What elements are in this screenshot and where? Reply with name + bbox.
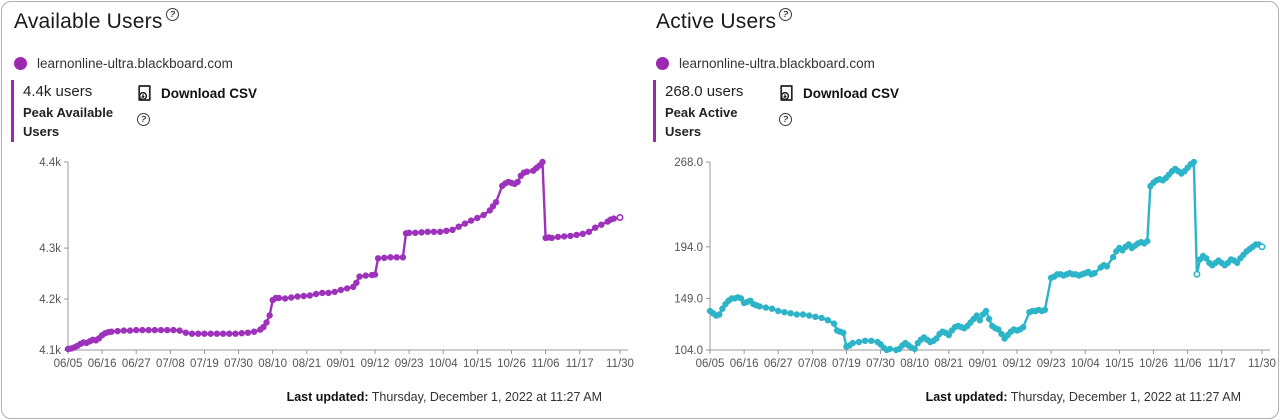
- active-users-panel: Active Users ? learnonline-ultra.blackbo…: [640, 2, 1278, 418]
- svg-text:10/04: 10/04: [429, 358, 458, 370]
- svg-text:09/01: 09/01: [327, 358, 356, 370]
- available-users-chart[interactable]: 4.4k 4.3k 4.2k 4.1k 06/05 06/16 06/27 07/08 07/1…: [10, 152, 640, 381]
- svg-text:4.3k: 4.3k: [39, 243, 61, 255]
- svg-text:06/05: 06/05: [54, 358, 83, 370]
- svg-text:268.0: 268.0: [674, 157, 703, 169]
- legend-item[interactable]: learnonline-ultra.blackboard.com: [14, 55, 640, 71]
- svg-text:07/08: 07/08: [798, 358, 827, 370]
- svg-text:10/26: 10/26: [497, 358, 526, 370]
- download-file-icon: [780, 85, 793, 101]
- svg-text:194.0: 194.0: [674, 242, 703, 254]
- svg-text:09/12: 09/12: [361, 358, 390, 370]
- peak-stat-value: 268.0 users: [665, 83, 744, 100]
- download-csv-label: Download CSV: [161, 85, 258, 101]
- download-csv-label: Download CSV: [803, 85, 900, 101]
- active-users-title-row: Active Users ?: [656, 6, 1278, 34]
- svg-text:11/17: 11/17: [1208, 358, 1236, 370]
- svg-text:11/30: 11/30: [1248, 358, 1276, 370]
- peak-stat-label: Peak Active Users: [665, 105, 738, 139]
- help-icon[interactable]: ?: [135, 111, 152, 128]
- svg-text:07/19: 07/19: [190, 358, 219, 370]
- legend-label: learnonline-ultra.blackboard.com: [679, 55, 875, 71]
- svg-text:4.1k: 4.1k: [39, 345, 61, 357]
- last-updated: Last updated: Thursday, December 1, 2022…: [286, 390, 602, 404]
- svg-text:09/12: 09/12: [1003, 358, 1032, 370]
- svg-text:06/05: 06/05: [696, 358, 725, 370]
- page-title: Available Users: [14, 10, 163, 33]
- svg-text:08/10: 08/10: [258, 358, 287, 370]
- peak-stat-value: 4.4k users: [23, 83, 93, 100]
- svg-text:09/23: 09/23: [395, 358, 424, 370]
- svg-text:06/16: 06/16: [730, 358, 759, 370]
- svg-text:10/15: 10/15: [463, 358, 492, 370]
- svg-text:104.0: 104.0: [674, 345, 703, 357]
- svg-text:10/26: 10/26: [1139, 358, 1168, 370]
- svg-text:09/01: 09/01: [969, 358, 998, 370]
- svg-text:4.2k: 4.2k: [39, 294, 61, 306]
- active-users-chart[interactable]: 268.0 194.0 149.0 104.0 06/05 06/16 06/27 07/08…: [652, 152, 1278, 381]
- svg-text:11/17: 11/17: [566, 358, 594, 370]
- legend-label: learnonline-ultra.blackboard.com: [37, 55, 233, 71]
- svg-text:09/23: 09/23: [1037, 358, 1066, 370]
- svg-text:11/06: 11/06: [1174, 358, 1202, 370]
- download-csv-button[interactable]: Download CSV: [136, 84, 257, 102]
- legend-item[interactable]: learnonline-ultra.blackboard.com: [656, 55, 1278, 71]
- svg-text:08/21: 08/21: [934, 358, 963, 370]
- peak-stat-block: 4.4k users Peak Available Users ? Downlo…: [11, 80, 640, 142]
- svg-text:11/30: 11/30: [606, 358, 634, 370]
- svg-text:07/08: 07/08: [156, 358, 185, 370]
- svg-text:06/16: 06/16: [88, 358, 117, 370]
- help-icon[interactable]: ?: [778, 6, 794, 23]
- svg-text:4.4k: 4.4k: [39, 157, 61, 169]
- svg-text:07/30: 07/30: [224, 358, 253, 370]
- svg-text:06/27: 06/27: [122, 358, 151, 370]
- svg-text:08/21: 08/21: [292, 358, 321, 370]
- svg-text:10/04: 10/04: [1071, 358, 1100, 370]
- download-file-icon: [138, 85, 151, 101]
- peak-stat-block: 268.0 users Peak Active Users ? Download…: [653, 80, 1278, 142]
- last-updated: Last updated: Thursday, December 1, 2022…: [925, 390, 1241, 404]
- svg-text:08/10: 08/10: [900, 358, 929, 370]
- help-icon[interactable]: ?: [164, 6, 180, 23]
- peak-stat-label: Peak Available Users: [23, 105, 114, 139]
- svg-text:07/30: 07/30: [866, 358, 895, 370]
- svg-text:11/06: 11/06: [532, 358, 560, 370]
- available-users-panel: Available Users ? learnonline-ultra.blac…: [2, 2, 640, 418]
- svg-text:10/15: 10/15: [1105, 358, 1134, 370]
- help-icon[interactable]: ?: [777, 111, 794, 128]
- download-csv-button[interactable]: Download CSV: [778, 84, 899, 102]
- legend-dot-icon: [14, 56, 27, 70]
- available-users-title-row: Available Users ?: [14, 6, 640, 34]
- svg-text:149.0: 149.0: [674, 293, 703, 305]
- svg-text:06/27: 06/27: [764, 358, 793, 370]
- legend-dot-icon: [656, 56, 669, 70]
- svg-text:07/19: 07/19: [832, 358, 861, 370]
- page-title: Active Users: [656, 10, 777, 33]
